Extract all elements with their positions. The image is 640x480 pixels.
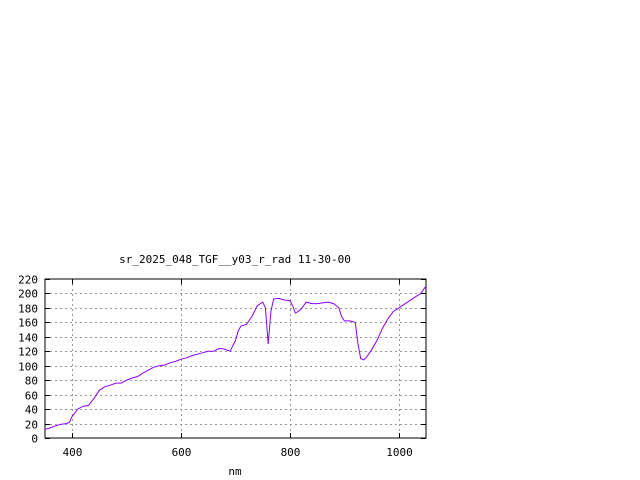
y-tick-label: 220 — [18, 274, 38, 287]
y-tick-label: 120 — [18, 346, 38, 359]
y-tick-label: 200 — [18, 288, 38, 301]
plot-frame — [44, 278, 427, 439]
axis-ticks — [45, 279, 426, 439]
grid-lines — [45, 279, 426, 438]
y-tick-label: 20 — [25, 419, 38, 432]
x-tick-label: 400 — [63, 446, 83, 459]
x-tick-label: 1000 — [386, 446, 413, 459]
y-tick-label: 160 — [18, 317, 38, 330]
y-tick-label: 0 — [31, 433, 38, 446]
chart-title: sr_2025_048_TGF__y03_r_rad 11-30-00 — [119, 253, 351, 266]
x-tick-label: 800 — [281, 446, 301, 459]
x-axis-label: nm — [228, 465, 242, 478]
y-tick-label: 100 — [18, 361, 38, 374]
y-tick-label: 60 — [25, 390, 38, 403]
series-line — [44, 285, 427, 430]
x-tick-label: 600 — [172, 446, 192, 459]
y-tick-label: 140 — [18, 332, 38, 345]
y-tick-label: 80 — [25, 375, 38, 388]
y-tick-label: 40 — [25, 404, 38, 417]
y-tick-label: 180 — [18, 303, 38, 316]
